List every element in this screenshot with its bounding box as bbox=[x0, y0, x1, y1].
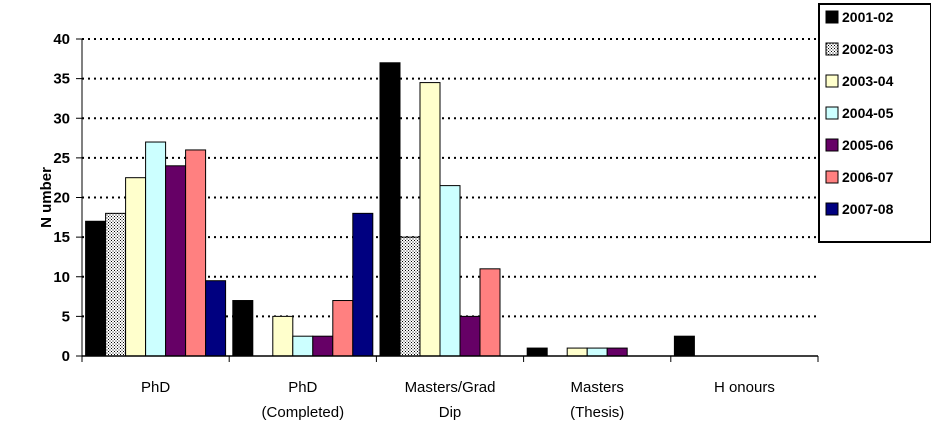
y-tick-label: 30 bbox=[53, 110, 70, 127]
x-tick-label: Masters/Grad bbox=[405, 379, 496, 396]
x-tick-label: PhD bbox=[288, 379, 317, 396]
bar-2004-05-0 bbox=[145, 141, 167, 357]
bar-2005-06-2 bbox=[459, 315, 481, 357]
bar-2001-02-1 bbox=[232, 300, 254, 357]
bar-2007-08-0 bbox=[205, 280, 227, 357]
bar-2005-06-3 bbox=[606, 347, 628, 357]
bar-2003-04-2 bbox=[419, 82, 441, 357]
bar-2005-06-0 bbox=[165, 165, 187, 357]
x-tick-label: (Thesis) bbox=[570, 404, 624, 421]
y-tick-label: 15 bbox=[53, 229, 70, 246]
legend-swatch-2005-06 bbox=[825, 138, 839, 152]
legend-swatch-2003-04 bbox=[825, 74, 839, 88]
bar-2006-07-2 bbox=[479, 268, 501, 357]
y-tick-label: 20 bbox=[53, 190, 70, 207]
legend: 2001-02 2002-03 2003-04 2004-05 2005-06 2006-… bbox=[818, 3, 931, 243]
bar-2004-05-2 bbox=[439, 185, 461, 357]
legend-swatch-2002-03 bbox=[825, 42, 839, 56]
y-tick-label: 25 bbox=[53, 150, 70, 167]
axes: 0 5 10 15 20 25 30 35 40 PhD PhD (Completed) Masters… bbox=[38, 31, 819, 421]
y-axis-label: N umber bbox=[38, 167, 55, 228]
legend-swatch-2007-08 bbox=[825, 202, 839, 216]
x-tick-label: Dip bbox=[439, 404, 462, 421]
x-tick-label: PhD bbox=[141, 379, 170, 396]
bar-2004-05-1 bbox=[292, 335, 314, 357]
bar-2006-07-1 bbox=[332, 300, 354, 357]
y-tick-label: 5 bbox=[62, 308, 70, 325]
legend-label-2005-06: 2005-06 bbox=[842, 137, 894, 153]
y-tick-label: 40 bbox=[53, 31, 70, 48]
legend-label-2002-03: 2002-03 bbox=[842, 41, 894, 57]
legend-label-2006-07: 2006-07 bbox=[842, 169, 894, 185]
bar-2002-03-0 bbox=[105, 212, 127, 357]
x-tick-label: H onours bbox=[714, 379, 775, 396]
bars bbox=[85, 62, 695, 357]
y-tick-label: 10 bbox=[53, 269, 70, 286]
bar-2006-07-0 bbox=[185, 149, 207, 357]
bar-2004-05-3 bbox=[586, 347, 608, 357]
bar-2001-02-2 bbox=[379, 62, 401, 357]
bar-2003-04-3 bbox=[566, 347, 588, 357]
legend-label-2004-05: 2004-05 bbox=[842, 105, 894, 121]
legend-label-2003-04: 2003-04 bbox=[842, 73, 894, 89]
x-tick-label: Masters bbox=[571, 379, 624, 396]
bar-2001-02-0 bbox=[85, 220, 107, 357]
bar-2003-04-1 bbox=[272, 315, 294, 357]
y-tick-label: 35 bbox=[53, 71, 70, 88]
y-tick-label: 0 bbox=[62, 348, 70, 365]
bar-2002-03-2 bbox=[399, 236, 421, 357]
legend-label-2001-02: 2001-02 bbox=[842, 9, 894, 25]
legend-swatch-2006-07 bbox=[825, 170, 839, 184]
bar-2005-06-1 bbox=[312, 335, 334, 357]
legend-label-2007-08: 2007-08 bbox=[842, 201, 894, 217]
legend-swatch-2004-05 bbox=[825, 106, 839, 120]
bar-2007-08-1 bbox=[352, 212, 374, 357]
bar-2001-02-4 bbox=[673, 335, 695, 357]
bar-2001-02-3 bbox=[526, 347, 548, 357]
legend-swatch-2001-02 bbox=[825, 10, 839, 24]
x-tick-label: (Completed) bbox=[262, 404, 345, 421]
bar-2003-04-0 bbox=[125, 177, 147, 357]
